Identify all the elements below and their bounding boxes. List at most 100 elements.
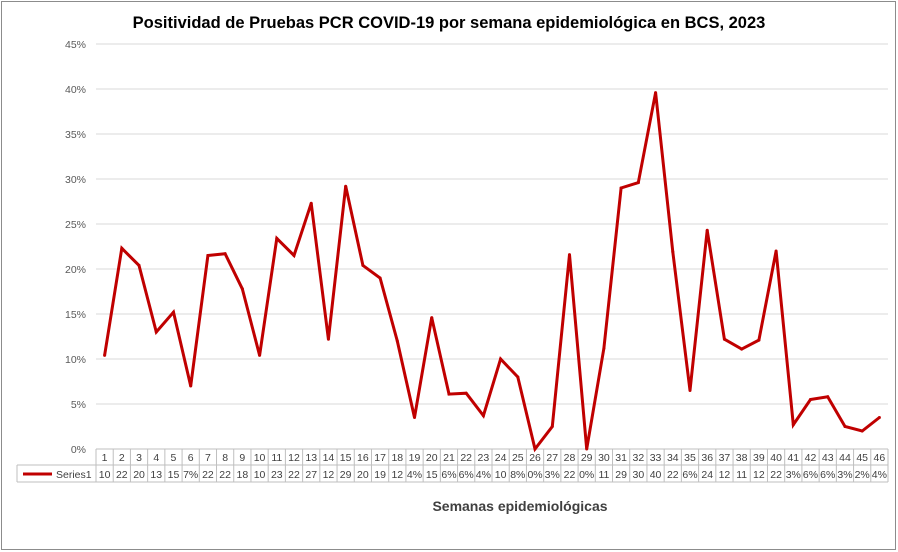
data-point xyxy=(791,423,795,427)
x-tick-label: 44 xyxy=(839,452,851,464)
data-point xyxy=(585,447,589,451)
data-table-value: 3% xyxy=(545,469,560,481)
x-tick-label: 33 xyxy=(650,452,662,464)
y-tick-label: 5% xyxy=(71,399,86,411)
data-point xyxy=(154,330,158,334)
data-table-value: 10 xyxy=(254,469,266,481)
x-tick-label: 15 xyxy=(340,452,352,464)
data-table-value: 10 xyxy=(495,469,507,481)
data-point xyxy=(137,263,141,267)
chart-title: Positividad de Pruebas PCR COVID-19 por … xyxy=(132,14,766,32)
data-point xyxy=(223,252,227,256)
x-tick-label: 9 xyxy=(239,452,245,464)
data-table-value: 22 xyxy=(288,469,300,481)
x-tick-label: 1 xyxy=(102,452,108,464)
data-table-value: 8% xyxy=(510,469,525,481)
y-tick-label: 25% xyxy=(65,219,86,231)
data-point xyxy=(567,253,571,257)
data-table-value: 6% xyxy=(441,469,456,481)
data-point xyxy=(757,338,761,342)
x-tick-label: 6 xyxy=(188,452,194,464)
data-point xyxy=(740,347,744,351)
x-tick-label: 18 xyxy=(391,452,403,464)
x-tick-label: 39 xyxy=(753,452,765,464)
data-table-value: 18 xyxy=(237,469,249,481)
x-tick-label: 13 xyxy=(305,452,317,464)
data-point xyxy=(309,201,313,205)
data-table-value: 24 xyxy=(701,469,713,481)
data-table-value: 6% xyxy=(459,469,474,481)
data-point xyxy=(550,425,554,428)
x-tick-label: 22 xyxy=(460,452,472,464)
x-tick-label: 8 xyxy=(222,452,228,464)
data-table-value: 7% xyxy=(183,469,198,481)
data-table-value: 22 xyxy=(564,469,576,481)
data-table-value: 12 xyxy=(719,469,731,481)
data-table-value: 15 xyxy=(426,469,438,481)
data-table-value: 23 xyxy=(271,469,283,481)
data-point xyxy=(395,339,399,343)
data-point xyxy=(171,310,175,314)
data-point xyxy=(722,337,726,341)
x-tick-label: 26 xyxy=(529,452,541,464)
x-tick-label: 2 xyxy=(119,452,125,464)
x-tick-label: 24 xyxy=(495,452,507,464)
data-table-value: 0% xyxy=(527,469,542,481)
y-tick-label: 20% xyxy=(65,264,86,276)
y-tick-label: 0% xyxy=(71,444,86,456)
data-point xyxy=(258,353,262,357)
x-tick-label: 7 xyxy=(205,452,211,464)
x-tick-label: 14 xyxy=(323,452,335,464)
data-point xyxy=(499,357,503,361)
data-table-value: 12 xyxy=(323,469,335,481)
x-tick-label: 23 xyxy=(478,452,490,464)
data-point xyxy=(413,416,417,419)
x-tick-label: 46 xyxy=(874,452,886,464)
x-tick-label: 32 xyxy=(633,452,645,464)
data-point xyxy=(533,447,537,451)
data-table-value: 6% xyxy=(803,469,818,481)
x-tick-label: 40 xyxy=(770,452,782,464)
x-tick-label: 27 xyxy=(546,452,558,464)
data-table-value: 4% xyxy=(476,469,491,481)
data-table-value: 22 xyxy=(770,469,782,481)
x-tick-label: 21 xyxy=(443,452,455,464)
data-point xyxy=(877,416,881,419)
data-point xyxy=(481,414,485,418)
data-point xyxy=(447,392,451,396)
data-point xyxy=(292,254,296,257)
y-tick-label: 30% xyxy=(65,174,86,186)
data-table-value: 12 xyxy=(753,469,765,481)
data-point xyxy=(774,249,778,253)
legend-label: Series1 xyxy=(56,469,92,481)
data-point xyxy=(464,391,468,395)
data-table-value: 19 xyxy=(374,469,386,481)
x-tick-label: 28 xyxy=(564,452,576,464)
data-point xyxy=(809,398,813,401)
data-point xyxy=(654,91,658,95)
data-point xyxy=(705,228,709,232)
data-table-value: 40 xyxy=(650,469,662,481)
data-point xyxy=(344,184,348,188)
data-table-value: 11 xyxy=(736,469,747,481)
data-table-value: 22 xyxy=(667,469,679,481)
data-point xyxy=(189,384,193,388)
data-table-value: 11 xyxy=(598,469,609,481)
y-tick-label: 15% xyxy=(65,309,86,321)
x-tick-label: 34 xyxy=(667,452,679,464)
data-point xyxy=(378,276,382,280)
data-table-value: 6% xyxy=(682,469,697,481)
data-table-value: 3% xyxy=(837,469,852,481)
x-tick-label: 42 xyxy=(805,452,817,464)
x-tick-label: 17 xyxy=(374,452,386,464)
data-table-value: 6% xyxy=(820,469,835,481)
data-table-value: 22 xyxy=(202,469,214,481)
x-tick-label: 38 xyxy=(736,452,748,464)
data-table-value: 13 xyxy=(150,469,162,481)
data-point xyxy=(275,236,279,240)
data-table-value: 20 xyxy=(357,469,369,481)
data-table-value: 4% xyxy=(407,469,422,481)
x-axis-label: Semanas epidemiológicas xyxy=(432,498,608,514)
